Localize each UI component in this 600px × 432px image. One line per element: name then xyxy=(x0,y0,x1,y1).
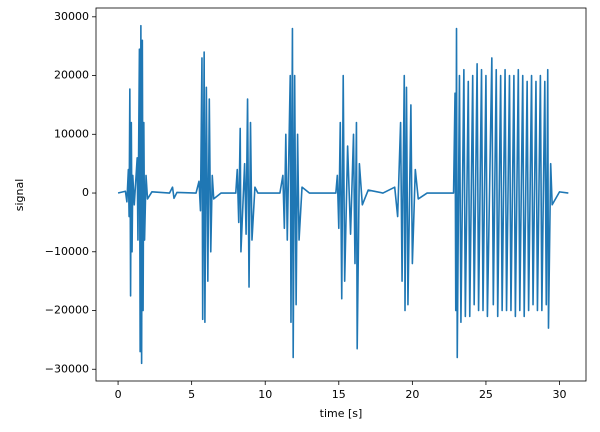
y-tick-label: −10000 xyxy=(45,245,89,258)
x-tick-label: 10 xyxy=(258,388,272,401)
plot-frame xyxy=(95,7,587,382)
x-tick-label: 0 xyxy=(115,388,122,401)
x-tick-label: 20 xyxy=(405,388,419,401)
x-tick-label: 30 xyxy=(553,388,567,401)
y-tick-label: 30000 xyxy=(54,10,89,23)
x-tick-label: 25 xyxy=(479,388,493,401)
y-tick-label: 0 xyxy=(82,186,89,199)
x-tick-label: 5 xyxy=(188,388,195,401)
y-tick-label: −30000 xyxy=(45,362,89,375)
y-tick-label: −20000 xyxy=(45,304,89,317)
x-tick-label: 15 xyxy=(332,388,346,401)
x-axis-label: time [s] xyxy=(320,407,363,420)
y-axis-label: signal xyxy=(13,179,26,212)
signal-line xyxy=(117,24,569,365)
y-tick-label: 10000 xyxy=(54,127,89,140)
y-tick-label: 20000 xyxy=(54,69,89,82)
